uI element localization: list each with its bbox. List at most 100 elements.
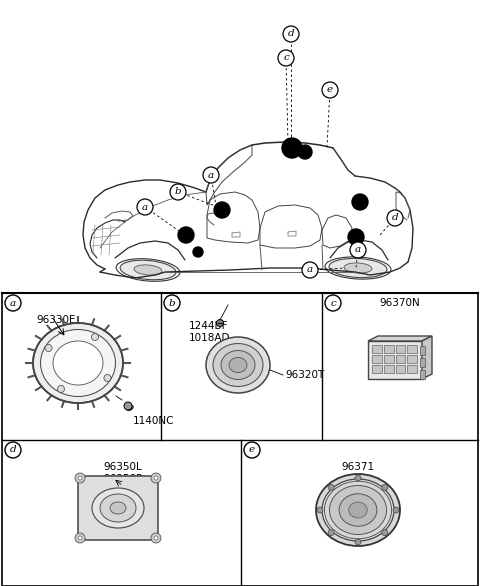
- Circle shape: [317, 507, 323, 513]
- Text: a: a: [10, 298, 16, 308]
- Ellipse shape: [349, 502, 367, 518]
- Circle shape: [350, 242, 366, 258]
- Circle shape: [124, 402, 132, 410]
- Ellipse shape: [33, 323, 123, 403]
- Ellipse shape: [329, 258, 387, 278]
- Text: b: b: [175, 188, 181, 196]
- Circle shape: [154, 476, 158, 480]
- Circle shape: [216, 319, 224, 326]
- Bar: [384, 365, 394, 373]
- Bar: [396, 355, 405, 363]
- Circle shape: [151, 533, 161, 543]
- Text: b: b: [168, 298, 175, 308]
- Circle shape: [5, 295, 21, 311]
- Circle shape: [75, 533, 85, 543]
- Text: 96371: 96371: [341, 462, 374, 472]
- Bar: [396, 345, 405, 353]
- Circle shape: [244, 442, 260, 458]
- Ellipse shape: [322, 479, 394, 541]
- Text: 1018AD: 1018AD: [189, 333, 230, 343]
- FancyBboxPatch shape: [78, 476, 158, 540]
- Circle shape: [78, 476, 82, 480]
- Circle shape: [58, 386, 64, 393]
- Bar: [420, 346, 425, 355]
- Text: a: a: [208, 171, 214, 179]
- Circle shape: [382, 485, 388, 490]
- Text: a: a: [307, 265, 313, 274]
- Circle shape: [352, 194, 368, 210]
- Bar: [368, 341, 423, 379]
- Circle shape: [355, 539, 361, 545]
- Bar: [372, 355, 382, 363]
- Circle shape: [283, 26, 299, 42]
- Circle shape: [5, 442, 21, 458]
- Ellipse shape: [100, 494, 136, 522]
- Circle shape: [214, 202, 230, 218]
- Ellipse shape: [316, 474, 400, 546]
- Circle shape: [170, 184, 186, 200]
- Ellipse shape: [206, 337, 270, 393]
- Bar: [2, 293, 478, 586]
- Bar: [384, 355, 394, 363]
- Bar: [372, 345, 382, 353]
- Text: c: c: [330, 298, 336, 308]
- Text: 96320T: 96320T: [285, 370, 324, 380]
- Circle shape: [278, 50, 294, 66]
- Circle shape: [151, 473, 161, 483]
- Text: d: d: [288, 29, 294, 39]
- Circle shape: [325, 295, 341, 311]
- Bar: [407, 365, 417, 373]
- Bar: [420, 370, 425, 379]
- Bar: [372, 365, 382, 373]
- Ellipse shape: [53, 341, 103, 385]
- Ellipse shape: [40, 329, 116, 397]
- Ellipse shape: [344, 263, 372, 273]
- Bar: [396, 365, 405, 373]
- Circle shape: [164, 295, 180, 311]
- Circle shape: [75, 473, 85, 483]
- Text: 96370N: 96370N: [380, 298, 420, 308]
- Circle shape: [137, 199, 153, 215]
- Circle shape: [298, 145, 312, 159]
- Circle shape: [193, 247, 203, 257]
- Ellipse shape: [324, 481, 392, 539]
- Polygon shape: [422, 336, 432, 379]
- Text: 96350L: 96350L: [104, 462, 143, 472]
- Circle shape: [328, 485, 334, 490]
- Circle shape: [302, 262, 318, 278]
- Bar: [384, 345, 394, 353]
- Text: e: e: [249, 445, 255, 455]
- Text: 1244BF: 1244BF: [189, 321, 228, 331]
- Ellipse shape: [92, 488, 144, 528]
- Circle shape: [355, 475, 361, 481]
- Text: 96330E: 96330E: [36, 315, 75, 325]
- Bar: [407, 345, 417, 353]
- Circle shape: [322, 82, 338, 98]
- Ellipse shape: [335, 490, 381, 530]
- Text: a: a: [355, 246, 361, 254]
- Text: d: d: [10, 445, 16, 455]
- Circle shape: [45, 345, 52, 352]
- Circle shape: [203, 167, 219, 183]
- Text: a: a: [142, 203, 148, 212]
- Ellipse shape: [127, 406, 133, 410]
- Ellipse shape: [110, 502, 126, 514]
- Text: e: e: [327, 86, 333, 94]
- Circle shape: [282, 138, 302, 158]
- Ellipse shape: [120, 260, 176, 280]
- Ellipse shape: [221, 350, 255, 380]
- Circle shape: [328, 530, 334, 536]
- Circle shape: [393, 507, 399, 513]
- Bar: [407, 355, 417, 363]
- Text: c: c: [283, 53, 289, 63]
- Circle shape: [348, 229, 364, 245]
- Circle shape: [178, 227, 194, 243]
- Ellipse shape: [134, 265, 162, 275]
- Ellipse shape: [213, 343, 263, 387]
- Bar: [420, 358, 425, 367]
- Ellipse shape: [329, 486, 386, 534]
- Polygon shape: [368, 336, 432, 341]
- Circle shape: [154, 536, 158, 540]
- Ellipse shape: [339, 494, 377, 526]
- Circle shape: [382, 530, 388, 536]
